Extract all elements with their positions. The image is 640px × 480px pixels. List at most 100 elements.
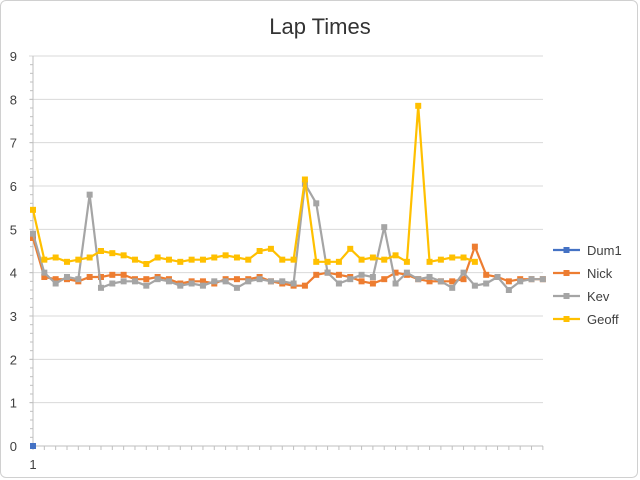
data-point [131, 278, 138, 285]
series-dum1 [30, 443, 36, 449]
data-point [347, 276, 354, 283]
data-point [403, 258, 410, 265]
data-point [392, 280, 399, 287]
data-point [143, 276, 150, 283]
data-point [97, 284, 104, 291]
legend-label: Nick [587, 266, 613, 281]
x-tick-label: 1 [29, 457, 36, 472]
legend-item-kev: Kev [553, 289, 610, 304]
data-point [233, 284, 240, 291]
data-point [358, 256, 365, 263]
data-point [449, 278, 456, 285]
legend-label: Kev [587, 289, 610, 304]
data-point [460, 254, 467, 261]
data-point [335, 258, 342, 265]
legend-marker [563, 316, 570, 322]
data-point [120, 278, 127, 285]
data-point [460, 276, 467, 283]
legend-item-dum1: Dum1 [553, 243, 622, 258]
data-point [505, 278, 512, 285]
data-point [381, 276, 388, 283]
data-point [301, 176, 308, 183]
data-point [188, 256, 195, 263]
data-point [211, 278, 218, 285]
chart-title: Lap Times [269, 14, 371, 39]
y-axis-tick-labels: 0 1 2 3 4 5 6 7 8 9 [10, 49, 17, 454]
data-point [324, 258, 331, 265]
data-point [52, 280, 59, 287]
data-point [449, 284, 456, 291]
data-point [143, 282, 150, 289]
data-point [290, 256, 297, 263]
data-point [471, 258, 478, 265]
data-point [313, 200, 320, 207]
data-point [177, 282, 184, 289]
data-point [199, 282, 206, 289]
y-tick-label: 9 [10, 49, 17, 64]
data-point [41, 256, 48, 263]
gridlines [29, 55, 543, 404]
y-tick-label: 2 [10, 352, 17, 367]
data-point [460, 269, 467, 276]
x-axis: 1 [29, 56, 544, 472]
data-point [290, 280, 297, 287]
data-point [63, 274, 70, 280]
data-point [415, 276, 422, 283]
data-point [165, 278, 172, 285]
data-point [449, 254, 456, 261]
legend-label: Geoff [587, 312, 619, 327]
data-point [415, 102, 422, 109]
data-point [256, 248, 263, 254]
data-point [131, 256, 138, 263]
data-point [233, 276, 240, 283]
data-point [75, 256, 82, 263]
data-point [279, 278, 286, 285]
legend-label: Dum1 [587, 243, 622, 258]
data-point [199, 256, 206, 263]
series-group [30, 102, 546, 449]
data-point [335, 280, 342, 287]
data-point [109, 271, 116, 278]
data-point [222, 278, 229, 285]
data-point [63, 258, 70, 265]
data-point [177, 258, 184, 265]
data-point [483, 280, 490, 287]
data-point [97, 248, 104, 254]
data-point [426, 258, 433, 265]
data-point [120, 252, 127, 259]
data-point [222, 252, 229, 259]
series-geoff [30, 102, 478, 267]
data-point [41, 269, 48, 276]
data-point [369, 274, 376, 280]
data-point [381, 224, 388, 231]
data-point [335, 271, 342, 278]
data-point [528, 276, 535, 283]
y-tick-label: 1 [10, 396, 17, 411]
data-point [154, 254, 161, 261]
data-point [381, 256, 388, 263]
data-point [75, 276, 82, 283]
legend-marker [563, 270, 570, 276]
data-point [52, 276, 59, 283]
data-point [109, 250, 116, 257]
data-point [471, 282, 478, 289]
data-point [347, 245, 354, 252]
data-point [86, 254, 93, 261]
data-point [279, 256, 286, 263]
y-tick-label: 6 [10, 179, 17, 194]
data-point [256, 276, 263, 283]
data-point [426, 278, 433, 285]
data-point [52, 254, 59, 261]
y-tick-label: 5 [10, 222, 17, 237]
data-point [165, 256, 172, 263]
legend-marker [563, 247, 570, 253]
data-point [30, 230, 36, 237]
data-point [301, 282, 308, 289]
data-point [233, 254, 240, 261]
data-point [437, 278, 444, 285]
data-point [188, 280, 195, 287]
data-point [86, 191, 93, 198]
y-tick-label: 7 [10, 136, 17, 151]
